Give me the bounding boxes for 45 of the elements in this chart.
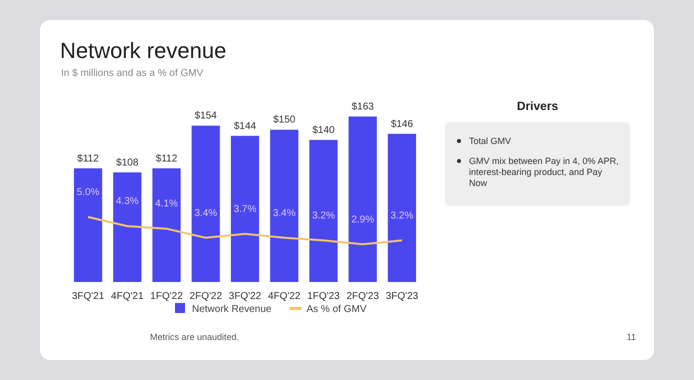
bar	[74, 168, 102, 282]
data-label: 4.1%	[155, 198, 178, 210]
x-tick-label: 2FQ'23	[346, 291, 380, 302]
data-label: $112	[77, 153, 100, 164]
text: 11	[626, 332, 636, 342]
data-label: 3.2%	[312, 210, 335, 222]
legend-label: As % of GMV	[306, 304, 367, 315]
data-label: $146	[390, 118, 414, 130]
data-label: 4.3%	[116, 196, 139, 208]
text: Total GMV	[469, 136, 512, 146]
x-tick-label: 4FQ'21	[111, 291, 144, 302]
data-label: 3.7%	[234, 204, 257, 215]
bar	[192, 126, 220, 282]
x-tick-label: 3FQ'22	[228, 291, 262, 302]
bar	[388, 134, 416, 282]
text: Drivers	[516, 99, 558, 113]
bar	[152, 168, 181, 282]
data-label: 5.0%	[76, 187, 100, 198]
bar	[348, 116, 377, 282]
data-label: $150	[273, 114, 296, 126]
data-label: 2.9%	[351, 214, 374, 226]
x-tick-label: 4FQ'22	[268, 291, 301, 302]
data-label: $140	[312, 124, 336, 136]
chart-title: Network revenue	[60, 38, 226, 63]
data-label: 3.4%	[194, 208, 218, 219]
data-label: $108	[116, 157, 139, 168]
text: Metrics are unaudited.	[150, 332, 240, 342]
data-label: $112	[156, 153, 178, 164]
data-label: 3.4%	[272, 208, 296, 219]
bar	[270, 130, 298, 282]
text: GMV mix between Pay in 4, 0% APR, interest-bearing product, and Pay Now	[469, 156, 619, 188]
x-tick-label: 3FQ'23	[386, 291, 419, 302]
data-label: $144	[234, 120, 257, 132]
data-label: $154	[194, 110, 218, 122]
legend-label: Network Revenue	[192, 304, 272, 315]
data-label: 3.2%	[390, 210, 414, 222]
bar	[309, 140, 338, 282]
x-tick-label: 3FQ'21	[72, 291, 105, 302]
x-tick-label: 2FQ'22	[190, 291, 222, 302]
bar	[230, 136, 260, 282]
data-label: $163	[352, 102, 374, 113]
x-tick-label: 1FQ'23	[307, 291, 340, 302]
chart-subtitle: In $ millions and as a % of GMV	[61, 68, 204, 79]
x-tick-label: 1FQ'22	[150, 291, 184, 302]
bar	[113, 172, 142, 282]
